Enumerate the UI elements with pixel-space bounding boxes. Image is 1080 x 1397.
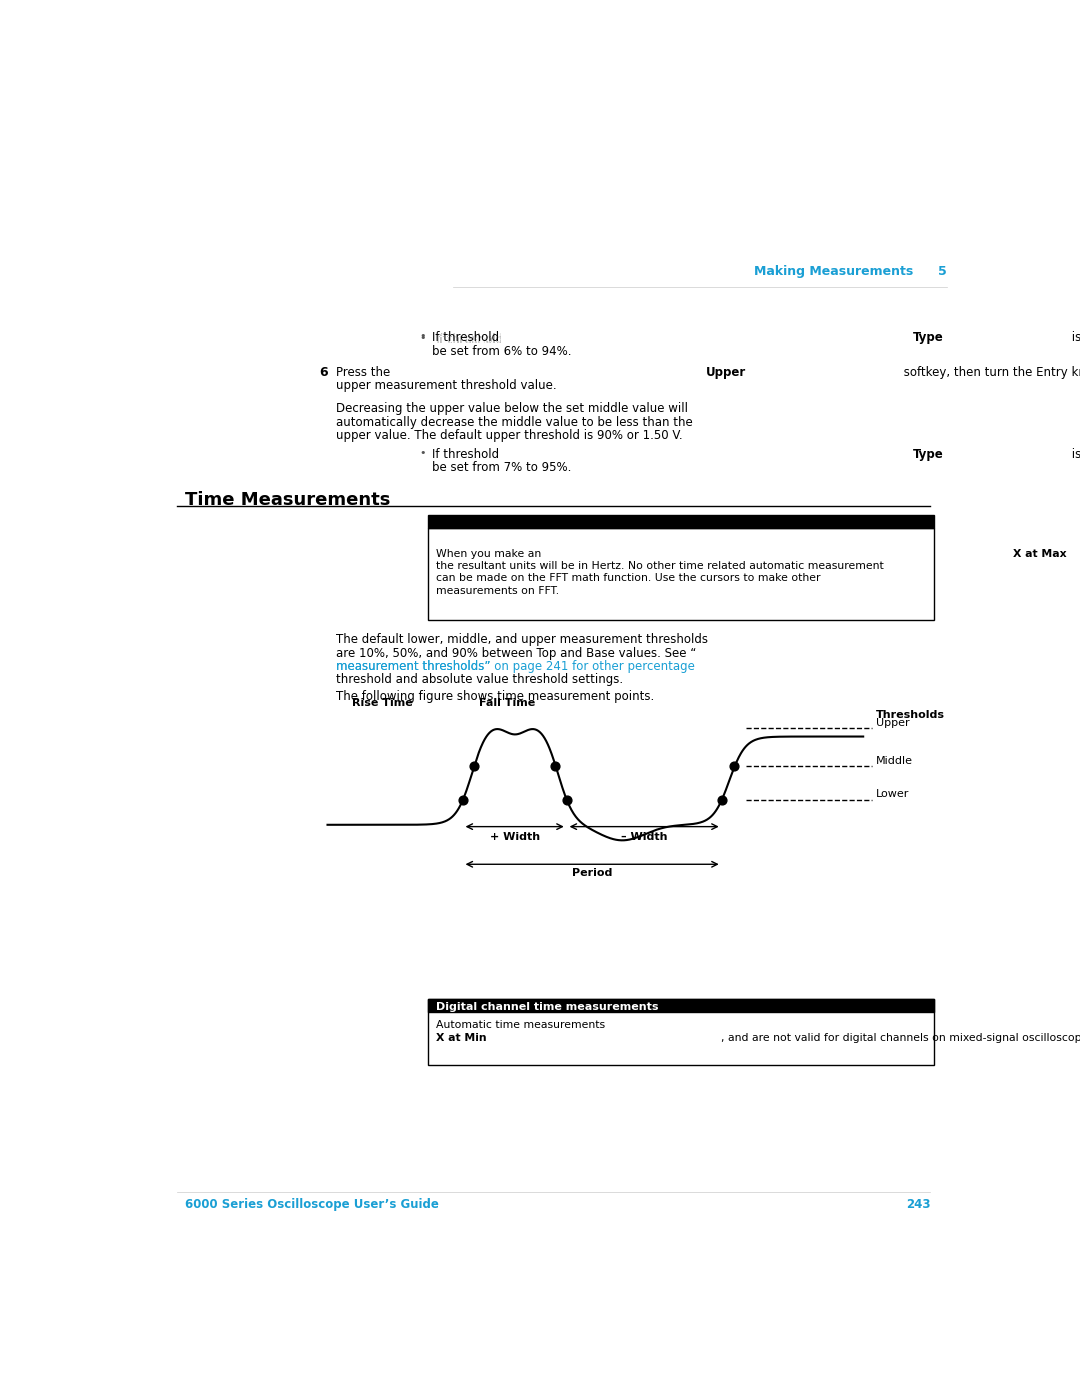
- Bar: [428, 528, 934, 620]
- Text: upper measurement threshold value.: upper measurement threshold value.: [336, 380, 556, 393]
- Text: If threshold: If threshold: [436, 334, 508, 346]
- Text: If threshold: If threshold: [436, 334, 508, 346]
- Text: – Width: – Width: [621, 833, 667, 842]
- Bar: [428, 999, 934, 1065]
- Point: [546, 756, 564, 778]
- Text: •: •: [419, 448, 427, 458]
- Text: Period: Period: [572, 868, 612, 877]
- Text: + Width: + Width: [489, 833, 540, 842]
- Text: can be made on the FFT math function. Use the cursors to make other: can be made on the FFT math function. Us…: [436, 573, 821, 584]
- Text: be set from 6% to 94%.: be set from 6% to 94%.: [432, 345, 571, 358]
- Point: [558, 788, 576, 810]
- Text: Time Measurements: Time Measurements: [186, 490, 391, 509]
- Text: the resultant units will be in Hertz. No other time related automatic measuremen: the resultant units will be in Hertz. No…: [436, 562, 885, 571]
- Text: Upper: Upper: [706, 366, 746, 380]
- Text: Decreasing the upper value below the set middle value will: Decreasing the upper value below the set…: [336, 402, 688, 415]
- Text: Middle: Middle: [876, 756, 913, 766]
- Text: 5: 5: [939, 265, 947, 278]
- Point: [465, 756, 483, 778]
- Text: Thresholds: Thresholds: [876, 710, 945, 719]
- Text: Digital channel time measurements: Digital channel time measurements: [436, 1002, 659, 1011]
- Text: Type: Type: [913, 331, 944, 344]
- Text: is set to: is set to: [1068, 448, 1080, 461]
- Text: •: •: [419, 334, 427, 344]
- Text: 6000 Series Oscilloscope User’s Guide: 6000 Series Oscilloscope User’s Guide: [186, 1197, 440, 1211]
- Text: Press the: Press the: [336, 366, 394, 380]
- Text: , and are not valid for digital channels on mixed-signal oscilloscopes.: , and are not valid for digital channels…: [721, 1034, 1080, 1044]
- Point: [454, 788, 471, 810]
- Text: 6: 6: [320, 366, 327, 380]
- Text: is set to: is set to: [1068, 331, 1080, 344]
- Text: Fall Time: Fall Time: [480, 698, 536, 708]
- Text: softkey, then turn the Entry knob to set the: softkey, then turn the Entry knob to set…: [900, 366, 1080, 380]
- Text: Automatic time measurements: Automatic time measurements: [436, 1020, 609, 1030]
- Text: measurement thresholds”: measurement thresholds”: [336, 659, 490, 673]
- Text: Making Measurements: Making Measurements: [754, 265, 914, 278]
- Bar: [428, 515, 934, 528]
- Text: If threshold: If threshold: [432, 331, 503, 344]
- Text: measurements on FFT.: measurements on FFT.: [436, 585, 559, 595]
- Bar: [428, 999, 934, 1013]
- Point: [726, 756, 743, 778]
- Text: The following figure shows time measurement points.: The following figure shows time measurem…: [336, 690, 654, 703]
- Text: 243: 243: [906, 1197, 930, 1211]
- Text: Rise Time: Rise Time: [351, 698, 413, 708]
- Text: threshold and absolute value threshold settings.: threshold and absolute value threshold s…: [336, 673, 623, 686]
- Text: measurement thresholds” on page 241 for other percentage: measurement thresholds” on page 241 for …: [336, 659, 694, 673]
- Text: FFT measurements: FFT measurements: [436, 531, 556, 541]
- Text: When you make an: When you make an: [436, 549, 545, 559]
- Text: Type: Type: [913, 448, 944, 461]
- Text: upper value. The default upper threshold is 90% or 1.50 V.: upper value. The default upper threshold…: [336, 429, 683, 441]
- Text: X at Max: X at Max: [1013, 549, 1067, 559]
- Point: [713, 788, 730, 810]
- Text: are 10%, 50%, and 90% between Top and Base values. See “: are 10%, 50%, and 90% between Top and Ba…: [336, 647, 697, 659]
- Text: •: •: [419, 331, 427, 341]
- Text: Upper: Upper: [876, 718, 909, 728]
- Text: If threshold: If threshold: [432, 448, 503, 461]
- Text: automatically decrease the middle value to be less than the: automatically decrease the middle value …: [336, 415, 692, 429]
- Text: X at Min: X at Min: [436, 1034, 487, 1044]
- Text: The default lower, middle, and upper measurement thresholds: The default lower, middle, and upper mea…: [336, 633, 707, 647]
- Text: be set from 7% to 95%.: be set from 7% to 95%.: [432, 461, 571, 474]
- Text: Lower: Lower: [876, 789, 909, 799]
